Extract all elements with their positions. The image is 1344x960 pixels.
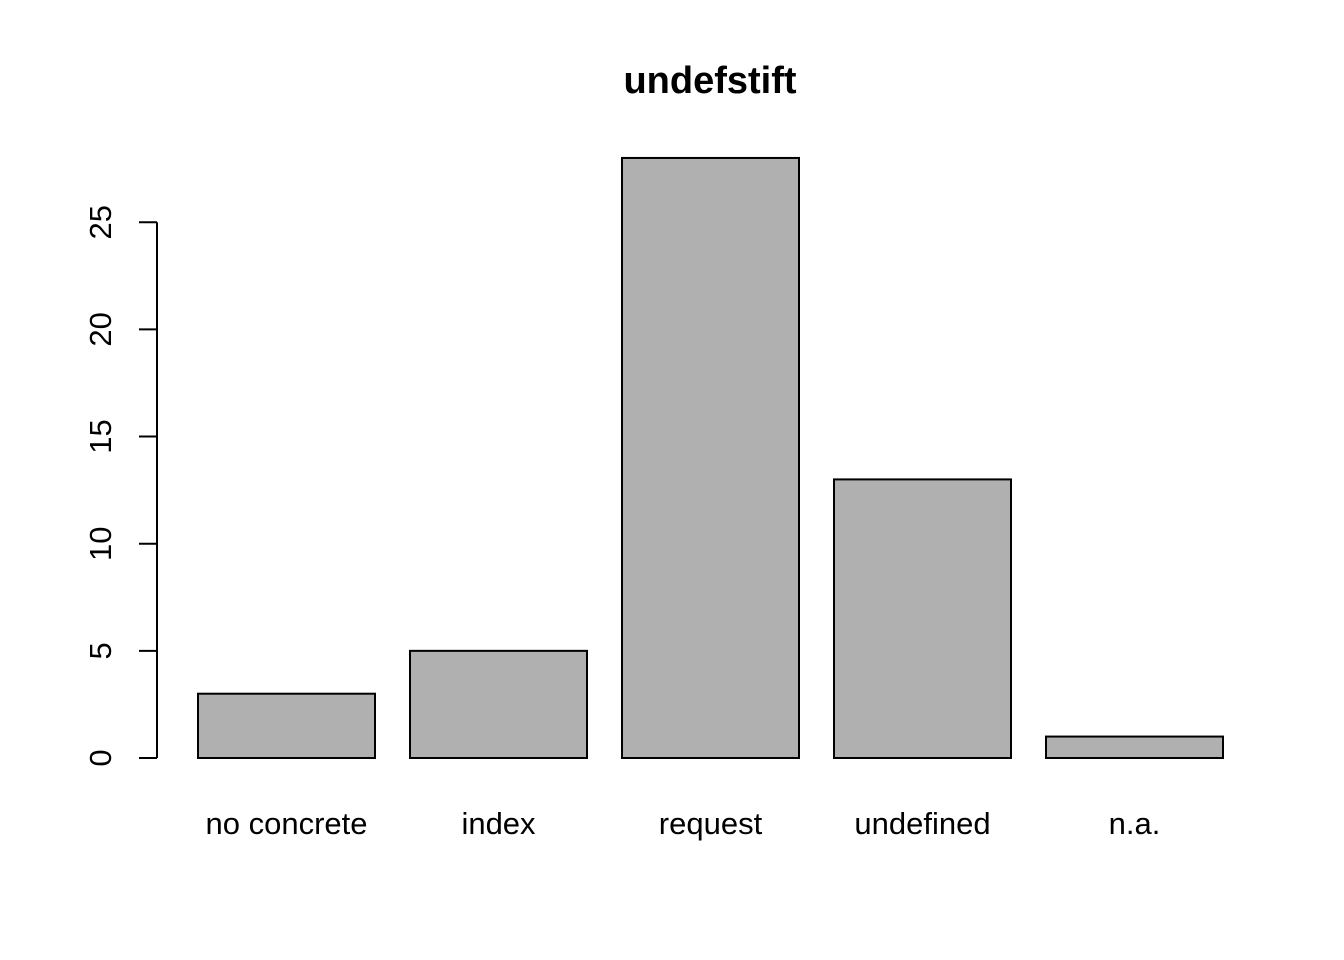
y-tick-label: 10: [83, 526, 118, 560]
bar-n-a: [1045, 735, 1224, 760]
bars-group: [197, 156, 1224, 760]
bar-no-concrete: [197, 692, 376, 760]
y-tick-label: 25: [83, 205, 118, 239]
bar-undefined: [833, 478, 1012, 759]
x-axis-labels: no concrete index request undefined n.a.: [206, 806, 1161, 841]
y-axis: 0 5 10 15 20 25: [83, 205, 158, 767]
y-tick-label: 20: [83, 312, 118, 346]
y-tick-label: 0: [83, 749, 118, 766]
bar-index: [409, 649, 588, 759]
chart-title: undefstift: [623, 60, 796, 102]
y-tick-label: 15: [83, 419, 118, 453]
x-tick-label: request: [659, 806, 763, 841]
bar-request: [621, 156, 800, 759]
y-tick-label: 5: [83, 642, 118, 659]
x-tick-label: n.a.: [1109, 806, 1161, 841]
x-tick-label: undefined: [854, 806, 990, 841]
x-tick-label: no concrete: [206, 806, 368, 841]
x-tick-label: index: [461, 806, 536, 841]
